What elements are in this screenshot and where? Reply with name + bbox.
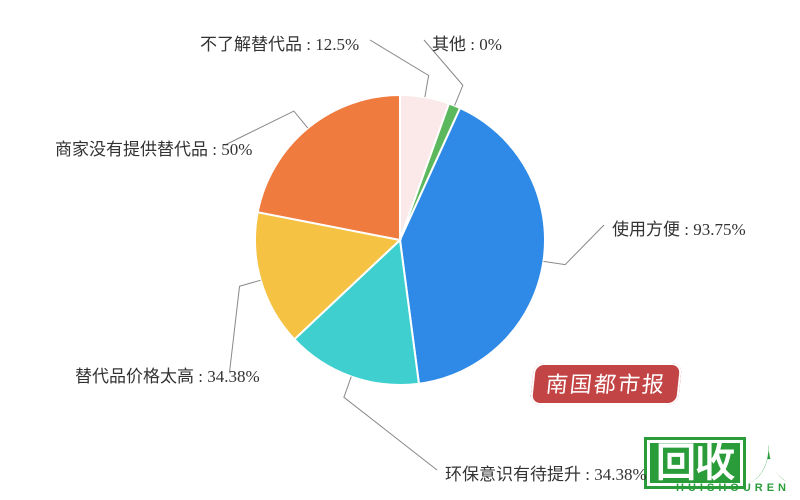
slice-label: 其他 : 0% [432,30,502,55]
slice-label: 替代品价格太高 : 34.38% [75,362,260,387]
slice-label: 商家没有提供替代品 : 50% [55,135,252,160]
leader-line [344,377,437,470]
watermark-source: 南国都市报 [530,363,682,405]
leader-line [230,280,261,372]
pie-chart-container: 南国都市报 回收人 HUISHOUREN 不了解替代品 : 12.5% 其他 : … [0,0,800,500]
slice-label: 环保意识有待提升 : 34.38% [445,460,647,485]
watermark-logo: 回收人 HUISHOUREN [647,440,790,494]
slice-label: 使用方便 : 93.75% [612,215,746,240]
pie-chart-svg [0,0,800,500]
leader-line [543,225,604,265]
leader-line [370,40,429,97]
slice-label: 不了解替代品 : 12.5% [200,30,359,55]
watermark-logo-boxed: 回收 [647,440,743,486]
